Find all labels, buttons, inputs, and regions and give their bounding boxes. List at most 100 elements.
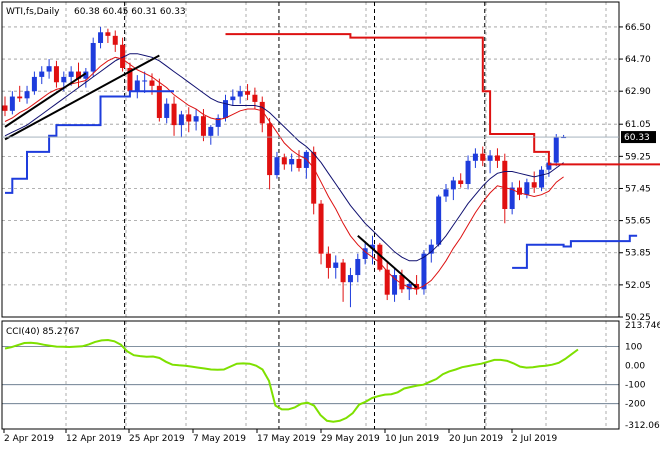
cci-series [4, 338, 579, 423]
price-tick-label: 66.50 [625, 23, 651, 33]
candle-up [98, 32, 104, 43]
date-tick-label: 12 Apr 2019 [66, 434, 122, 444]
support-line [512, 234, 638, 269]
candle-down [156, 85, 162, 118]
candle-up [546, 162, 552, 170]
candle-down [325, 253, 331, 268]
candle-up [472, 153, 478, 161]
price-axis: 66.50 64.70 62.90 61.05 59.25 57.45 55.65 53.85… [619, 23, 651, 323]
candle-up [223, 100, 228, 118]
candle-down [384, 269, 390, 295]
candle-down [120, 44, 126, 68]
candle-up [539, 169, 545, 188]
candle-up [39, 71, 45, 77]
date-tick-label: 7 May 2019 [193, 434, 246, 444]
candle-up [436, 196, 442, 245]
candle-up [164, 103, 170, 118]
cci-tick-label: -100 [625, 381, 646, 391]
candle-up [421, 253, 427, 290]
date-tick-label: 29 May 2019 [321, 434, 380, 444]
cci-tick-label: -200 [625, 400, 646, 410]
candle-down [531, 182, 537, 188]
candle-down [186, 114, 192, 122]
current-price-value: 60.33 [624, 133, 650, 143]
candle-down [17, 96, 23, 99]
candle-down [200, 116, 206, 136]
candle-up [289, 159, 295, 165]
date-tick-label: 2 Apr 2019 [4, 434, 54, 444]
cci-axis: 213.746 100 0.00 -100 -200 -312.062 [625, 321, 660, 431]
date-tick-label: 25 Apr 2019 [129, 434, 185, 444]
candle-up [230, 96, 236, 101]
cci-line [4, 338, 579, 423]
cci-tick-label: 0.00 [625, 362, 645, 372]
candle-down [377, 244, 383, 270]
cci-tick-label: 100 [625, 343, 642, 353]
candle-up [303, 151, 309, 168]
candle-down [149, 80, 155, 86]
price-tick-label: 61.05 [625, 120, 651, 130]
candle-up [31, 76, 37, 92]
date-tick-label: 2 Jul 2019 [512, 434, 557, 444]
candle-down [245, 91, 251, 95]
candle-up [406, 283, 412, 290]
candle-down [105, 32, 111, 36]
candle-up [428, 244, 434, 254]
candle-up [193, 116, 199, 122]
candle-up [509, 187, 515, 210]
candle-up [68, 71, 74, 77]
candle-up [450, 180, 456, 190]
cci-tick-label: 213.746 [625, 321, 660, 331]
date-tick-label: 17 May 2019 [257, 434, 316, 444]
candle-down [318, 203, 324, 254]
candle-up [370, 244, 375, 249]
price-pane-border [1, 1, 620, 318]
stop-line [225, 33, 660, 166]
candle-down [171, 103, 177, 126]
cci-pane-border [1, 320, 620, 430]
candle-down [252, 94, 258, 102]
candle-down [259, 101, 265, 124]
trendline [4, 54, 160, 141]
candle-down [494, 155, 500, 161]
candle-up [347, 275, 353, 283]
price-tick-label: 62.90 [625, 87, 651, 97]
candle-up [392, 275, 398, 295]
candle-down [399, 275, 405, 290]
price-tick-label: 57.45 [625, 184, 651, 194]
indicator-overlays [2, 33, 660, 290]
candle-up [487, 155, 493, 161]
candle-up [524, 182, 530, 195]
candle-up [208, 126, 214, 136]
candle-up [237, 91, 243, 97]
candle-up [333, 262, 339, 268]
ohlc-readout: 60.38 60.45 60.31 60.33 [74, 7, 186, 17]
fast-moving-average [4, 56, 564, 290]
candle-up [215, 117, 221, 127]
candle-down [340, 262, 346, 283]
candle-up [178, 114, 184, 126]
candle-up [24, 91, 30, 99]
candle-up [134, 80, 140, 92]
candle-down [281, 157, 287, 165]
current-price-tag: 60.33 [621, 131, 656, 144]
candle-up [90, 42, 96, 72]
candle-down [127, 67, 133, 92]
symbol-label: WTI,fs,Daily [6, 7, 60, 17]
candle-up [465, 160, 471, 185]
candles [2, 26, 567, 308]
candle-up [9, 96, 15, 111]
candle-down [76, 71, 81, 79]
slow-moving-average [4, 53, 564, 262]
candle-down [480, 153, 486, 161]
candle-down [2, 105, 8, 111]
candle-down [502, 160, 508, 210]
cci-label: CCI(40) 85.2767 [6, 327, 80, 337]
candle-up [553, 137, 559, 163]
candle-up [561, 137, 567, 139]
trendline [357, 235, 418, 289]
candle-down [296, 159, 302, 168]
price-tick-label: 52.05 [625, 281, 651, 291]
